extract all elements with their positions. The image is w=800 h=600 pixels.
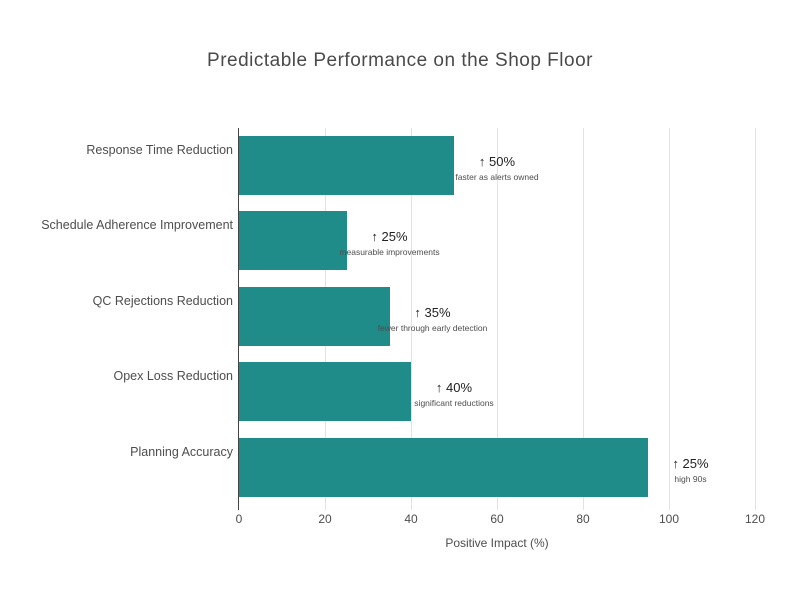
bar-planning-accuracy[interactable] <box>239 437 648 497</box>
gridline-80 <box>582 128 584 510</box>
annotation-note: high 90s <box>674 473 707 484</box>
category-label-schedule-adherence-improvement: Schedule Adherence Improvement <box>41 218 233 233</box>
bar-opex-loss-reduction[interactable] <box>239 362 411 422</box>
category-label-planning-accuracy: Planning Accuracy <box>130 444 233 459</box>
gridline-40 <box>410 128 412 510</box>
category-label-opex-loss-reduction: Opex Loss Reduction <box>113 369 233 384</box>
annotation-qc-rejections-reduction: ↑ 35% fewer through early detection <box>378 304 488 334</box>
annotation-note: measurable improvements <box>339 247 440 258</box>
x-tick-label-80: 80 <box>576 512 590 526</box>
annotation-note: significant reductions <box>414 398 494 409</box>
annotation-opex-loss-reduction: ↑ 40% significant reductions <box>414 379 493 409</box>
x-tick-label-100: 100 <box>658 512 680 526</box>
x-tick-label-60: 60 <box>490 512 504 526</box>
annotation-note: faster as alerts owned <box>455 172 539 182</box>
gridline-120 <box>754 128 756 510</box>
annotation-value: ↑ 25% <box>672 455 709 471</box>
bar-schedule-adherence-improvement[interactable] <box>239 211 347 271</box>
annotation-planning-accuracy: ↑ 25% high 90s <box>672 455 708 485</box>
annotation-value: ↑ 50% <box>478 154 516 169</box>
category-label-qc-rejections-reduction: QC Rejections Reduction <box>92 293 233 308</box>
annotation-note: fewer through early detection <box>377 322 488 333</box>
x-tick-label-120: 120 <box>744 512 766 526</box>
bar-response-time-reduction[interactable] <box>239 136 454 195</box>
category-label-response-time-reduction: Response Time Reduction <box>86 143 233 157</box>
annotation-response-time-reduction: ↑ 50% faster as alerts owned <box>455 153 538 183</box>
bar-qc-rejections-reduction[interactable] <box>239 286 390 346</box>
x-tick-label-40: 40 <box>404 512 418 526</box>
annotation-schedule-adherence-improvement: ↑ 25% measurable improvements <box>339 228 439 258</box>
chart-title: Predictable Performance on the Shop Floo… <box>207 50 593 71</box>
gridline-60 <box>496 128 498 510</box>
annotation-value: ↑ 40% <box>435 380 473 396</box>
x-axis-title: Positive Impact (%) <box>445 536 549 550</box>
gridline-100 <box>668 128 670 510</box>
annotation-value: ↑ 35% <box>414 304 451 320</box>
x-tick-label-20: 20 <box>318 512 332 526</box>
plot-area: ↑ 50% faster as alerts owned ↑ 25% measurab… <box>238 128 756 510</box>
annotation-value: ↑ 25% <box>371 229 408 245</box>
y-axis-line <box>238 128 239 510</box>
x-tick-label-0: 0 <box>235 512 243 526</box>
